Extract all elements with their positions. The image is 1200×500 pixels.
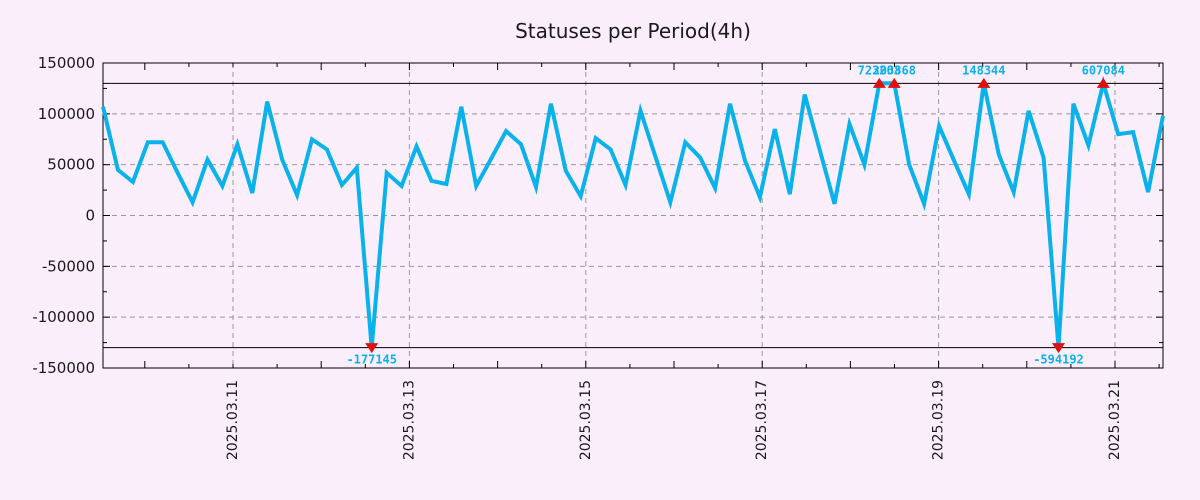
peak-value-label: 607084	[1082, 63, 1125, 77]
y-tick-label: -150000	[32, 359, 95, 377]
series-line	[101, 75, 1165, 348]
clipped-trough-marker	[365, 343, 379, 354]
x-tick-label: 2025.03.11	[225, 380, 241, 460]
trough-value-label: -177145	[346, 353, 397, 367]
y-tick-label: 150000	[38, 54, 95, 72]
y-tick-label: 50000	[47, 156, 95, 174]
plot-area: 150000 100000 50000 0 -50000 -100000 -150000 20…	[32, 54, 1165, 460]
y-tick-label: 0	[85, 207, 95, 225]
trough-value-label: -594192	[1033, 353, 1084, 367]
peak-value-label: 203868	[873, 63, 916, 77]
x-tick-label: 2025.03.13	[401, 380, 417, 460]
clipped-peak-marker	[1096, 77, 1110, 88]
x-tick-label: 2025.03.19	[931, 380, 947, 460]
y-tick-label: -100000	[32, 308, 95, 326]
clipped-peak-marker	[977, 77, 991, 88]
x-tick-label: 2025.03.17	[754, 380, 770, 460]
clipped-peak-marker	[872, 77, 886, 88]
y-tick-label: -50000	[42, 257, 95, 275]
x-tick-label: 2025.03.15	[578, 380, 594, 460]
clipped-trough-marker	[1051, 343, 1065, 354]
y-tick-label: 100000	[38, 105, 95, 123]
x-tick-label: 2025.03.21	[1107, 380, 1123, 460]
clipped-peak-marker	[887, 77, 901, 88]
peak-value-label: 723203	[858, 63, 901, 77]
peak-value-label: 148344	[962, 63, 1005, 77]
chart-title: Statuses per Period(4h)	[515, 19, 751, 43]
